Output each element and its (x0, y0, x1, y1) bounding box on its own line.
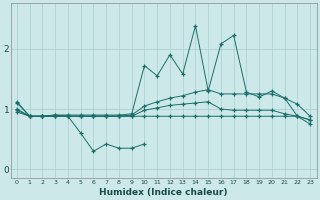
X-axis label: Humidex (Indice chaleur): Humidex (Indice chaleur) (99, 188, 228, 197)
